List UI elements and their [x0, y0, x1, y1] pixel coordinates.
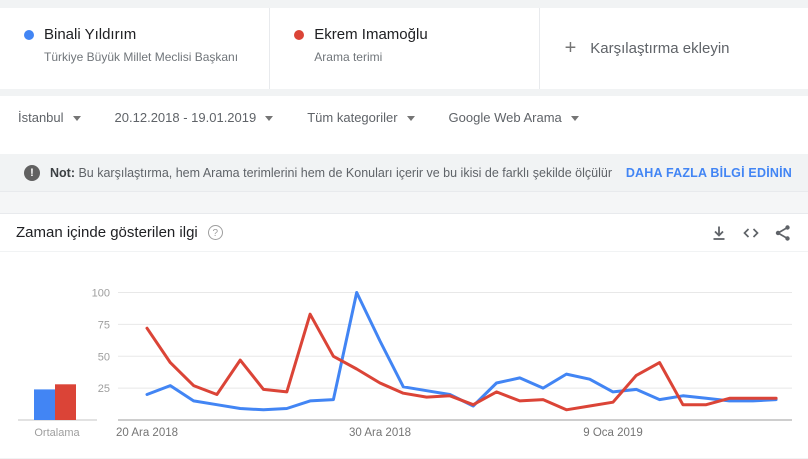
region-filter[interactable]: İstanbul: [16, 106, 83, 129]
svg-text:50: 50: [98, 351, 110, 363]
category-value: Tüm kategoriler: [307, 110, 398, 125]
interest-over-time-chart: 25 50 75 100 20 Ara 2018 30 Ara 2018 9 Oca 201…: [18, 288, 792, 439]
note-banner: ! Not: Bu karşılaştırma, hem Arama terim…: [0, 154, 808, 192]
term-card-ekrem[interactable]: Ekrem Imamoğlu Arama terimi: [269, 8, 538, 89]
date-range-filter[interactable]: 20.12.2018 - 19.01.2019: [113, 106, 276, 129]
embed-icon[interactable]: [742, 224, 760, 242]
term-title: Binali Yıldırım: [44, 26, 137, 43]
chevron-down-icon: [406, 116, 415, 121]
svg-text:25: 25: [98, 383, 110, 395]
term-title: Ekrem Imamoğlu: [314, 26, 428, 43]
chart-header: Zaman içinde gösterilen ilgi ?: [0, 214, 808, 252]
svg-text:30 Ara 2018: 30 Ara 2018: [349, 427, 411, 439]
term-texts: Ekrem Imamoğlu Arama terimi: [314, 25, 427, 64]
region-filter-value: İstanbul: [18, 110, 64, 125]
svg-text:9 Oca 2019: 9 Oca 2019: [583, 427, 642, 439]
chart-title: Zaman içinde gösterilen ilgi: [16, 224, 198, 241]
svg-text:20 Ara 2018: 20 Ara 2018: [116, 427, 178, 439]
help-icon[interactable]: ?: [207, 225, 223, 240]
term-card-binali[interactable]: Binali Yıldırım Türkiye Büyük Millet Mec…: [0, 8, 269, 89]
date-range-value: 20.12.2018 - 19.01.2019: [114, 110, 257, 125]
info-icon: !: [24, 164, 40, 181]
svg-text:100: 100: [92, 288, 110, 300]
comparison-bar: Binali Yıldırım Türkiye Büyük Millet Mec…: [0, 8, 808, 89]
learn-more-link[interactable]: DAHA FAZLA BİLGİ EDİNİN: [625, 165, 792, 180]
term-color-dot-red: [294, 30, 305, 40]
search-type-value: Google Web Arama: [448, 110, 562, 125]
page-background-strip: [0, 192, 808, 213]
interest-over-time-panel: Zaman içinde gösterilen ilgi ?: [0, 213, 808, 458]
term-subtitle: Türkiye Büyük Millet Meclisi Başkanı: [44, 50, 239, 64]
svg-text:75: 75: [98, 319, 110, 331]
chevron-down-icon: [265, 116, 274, 121]
page-background-strip: [0, 0, 808, 8]
note-body: Bu karşılaştırma, hem Arama terimlerini …: [75, 165, 612, 180]
svg-text:Ortalama: Ortalama: [34, 427, 80, 439]
term-color-dot-blue: [24, 30, 34, 40]
chevron-down-icon: [570, 116, 579, 121]
chart-toolbar: [710, 224, 792, 242]
note-text: Not: Bu karşılaştırma, hem Arama terimle…: [50, 166, 612, 180]
category-filter[interactable]: Tüm kategoriler: [305, 106, 416, 129]
note-prefix: Not:: [50, 165, 75, 180]
term-subtitle: Arama terimi: [314, 50, 383, 64]
add-comparison-button[interactable]: + Karşılaştırma ekleyin: [538, 8, 808, 89]
page-background-strip: [0, 89, 808, 96]
chevron-down-icon: [72, 116, 81, 121]
search-type-filter[interactable]: Google Web Arama: [447, 106, 581, 129]
term-texts: Binali Yıldırım Türkiye Büyük Millet Mec…: [44, 25, 238, 64]
plus-icon: +: [564, 37, 577, 59]
add-comparison-label: Karşılaştırma ekleyin: [590, 40, 730, 57]
filter-bar: İstanbul 20.12.2018 - 19.01.2019 Tüm kat…: [0, 96, 808, 154]
share-icon[interactable]: [774, 224, 792, 242]
download-icon[interactable]: [710, 224, 728, 242]
